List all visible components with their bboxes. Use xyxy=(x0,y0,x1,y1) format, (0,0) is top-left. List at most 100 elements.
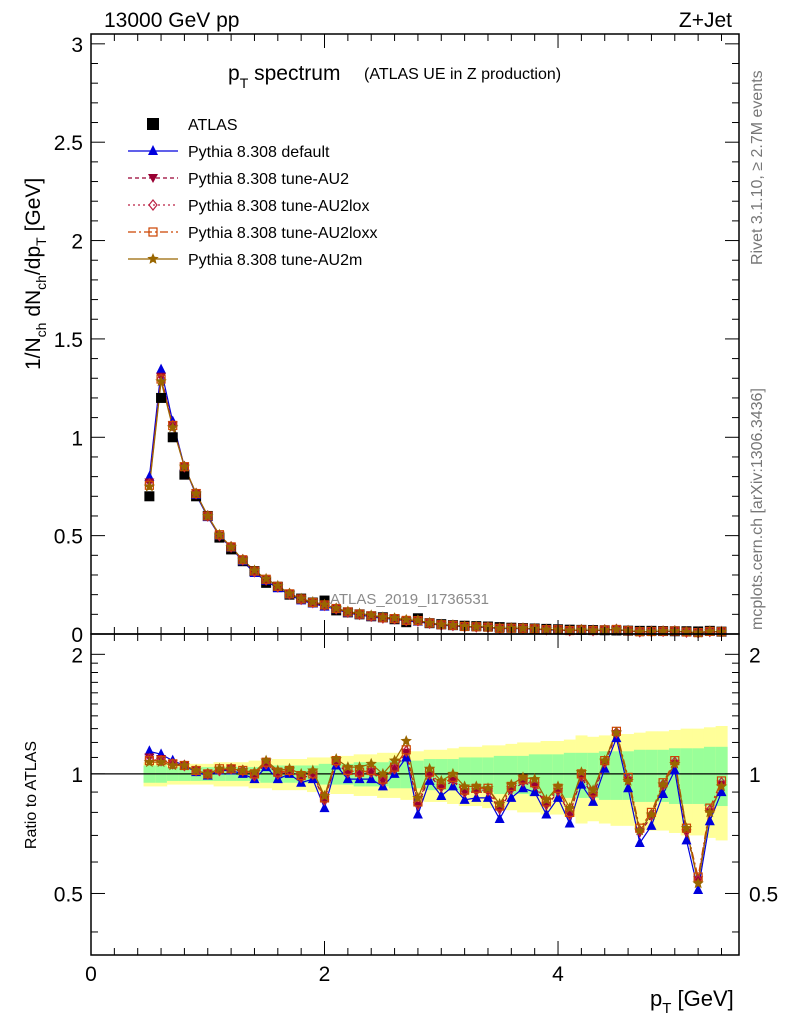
ratio-point-series-1 xyxy=(541,802,552,812)
main-y-tick-label: 3 xyxy=(71,34,83,57)
ratio-point-series-0 xyxy=(681,834,692,845)
ratio-point-series-2 xyxy=(167,757,178,770)
band-inner xyxy=(645,749,658,802)
ratio-frame xyxy=(90,633,740,956)
band-inner xyxy=(563,752,576,798)
main-y-tick-label: 0.5 xyxy=(54,526,83,549)
watermark: ATLAS_2019_I1736531 xyxy=(330,591,489,608)
ratio-point-series-4 xyxy=(190,764,202,776)
band-inner xyxy=(668,748,681,804)
ratio-point-series-2 xyxy=(366,766,376,779)
main-point-series-4 xyxy=(540,623,553,635)
legend-label: Pythia 8.308 tune-AU2 xyxy=(188,171,349,188)
legend-marker xyxy=(148,227,158,237)
ratio-point-series-4 xyxy=(248,766,261,777)
ratio-point-series-4 xyxy=(704,806,716,818)
legend: ATLAS Pythia 8.308 default Pythia 8.308 tu… xyxy=(128,117,377,269)
band-inner xyxy=(493,755,506,794)
main-point-series-0 xyxy=(144,471,155,482)
data-point xyxy=(179,469,190,480)
main-point-series-4 xyxy=(458,620,471,632)
ratio-point-series-0 xyxy=(564,817,575,828)
title-rest: spectrum xyxy=(248,62,340,85)
main-point-series-4 xyxy=(342,605,354,617)
main-y-tick-label: 0 xyxy=(71,624,83,647)
ratio-y-tick-label-left: 1 xyxy=(71,764,83,787)
ratio-point-series-4 xyxy=(540,793,553,805)
ratio-point-series-2 xyxy=(564,808,575,821)
ratio-point-series-4 xyxy=(307,764,319,776)
ratio-point-series-0 xyxy=(576,778,587,789)
legend-label: Pythia 8.308 tune-AU2lox xyxy=(188,198,369,215)
main-point-series-4 xyxy=(330,602,342,614)
ratio-y-tick-label-left: 2 xyxy=(71,644,83,667)
main-point-series-4 xyxy=(318,598,331,610)
ratio-point-series-4 xyxy=(669,757,681,769)
ratio-point-series-2 xyxy=(378,774,388,787)
ratio-point-series-2 xyxy=(156,754,166,767)
data-point xyxy=(167,432,178,443)
band-inner xyxy=(680,748,693,804)
ratio-point-series-4 xyxy=(330,753,342,764)
ratio-point-series-4 xyxy=(599,754,611,766)
chart-title-note: (ATLAS UE in Z production) xyxy=(364,66,561,83)
ratio-point-series-4 xyxy=(575,766,588,777)
mcplots-label: mcplots.cern.ch [arXiv:1306.3436] xyxy=(749,388,766,630)
ratio-point-series-0 xyxy=(716,786,727,797)
ratio-y-tick-label-left: 0.5 xyxy=(54,883,83,906)
band-inner xyxy=(552,754,565,796)
ratio-point-series-4 xyxy=(447,767,459,779)
ratio-point-series-4 xyxy=(318,789,331,801)
ratio-point-series-2 xyxy=(354,767,365,780)
ratio-point-series-2 xyxy=(705,804,715,817)
data-point xyxy=(144,491,155,502)
ratio-point-series-4 xyxy=(482,782,494,794)
ratio-point-series-4 xyxy=(610,726,623,738)
ratio-point-series-0 xyxy=(646,819,657,830)
band-inner xyxy=(458,757,471,793)
band-inner xyxy=(657,749,670,802)
main-point-series-0 xyxy=(156,363,167,374)
band-inner xyxy=(435,759,448,791)
ratio-point-series-2 xyxy=(413,798,423,810)
main-point-series-4 xyxy=(493,622,506,634)
ratio-point-series-4 xyxy=(529,773,541,784)
main-point-series-4 xyxy=(143,480,156,492)
main-y-tick-label: 2.5 xyxy=(54,132,83,155)
ratio-point-series-4 xyxy=(680,822,693,833)
ratio-point-series-4 xyxy=(657,778,669,790)
main-point-series-4 xyxy=(447,619,459,630)
ratio-point-series-4 xyxy=(353,761,366,772)
main-point-series-4 xyxy=(248,564,261,576)
ratio-point-series-1 xyxy=(412,802,423,812)
main-point-series-4 xyxy=(388,612,401,623)
ratio-point-series-2 xyxy=(623,773,633,786)
legend-label: Pythia 8.308 tune-AU2loxx xyxy=(188,225,377,242)
ratio-point-series-4 xyxy=(260,754,272,766)
ratio-point-series-0 xyxy=(658,787,669,798)
main-point-series-4 xyxy=(564,624,576,636)
ratio-plot-area xyxy=(91,725,739,895)
main-point-series-4 xyxy=(295,592,307,604)
ratio-point-series-4 xyxy=(167,759,179,771)
band-inner xyxy=(703,746,716,807)
title-sub: T xyxy=(240,75,249,91)
ratio-point-series-4 xyxy=(715,780,728,792)
ratio-y-label: Ratio to ATLAS xyxy=(23,741,40,849)
legend-label: ATLAS xyxy=(188,117,238,134)
main-point-series-2 xyxy=(167,419,178,432)
main-point-series-4 xyxy=(307,595,319,607)
main-point-series-4 xyxy=(365,609,377,621)
legend-marker xyxy=(148,199,158,211)
ratio-point-series-4 xyxy=(517,771,529,783)
main-y-tick-label: 2 xyxy=(71,231,83,254)
main-point-series-4 xyxy=(517,622,529,634)
legend-marker xyxy=(147,253,159,264)
ratio-point-series-4 xyxy=(143,756,156,768)
band-inner xyxy=(587,752,600,798)
main-y-tick-label: 1.5 xyxy=(54,329,83,352)
x-axis-label: pT [GeV] xyxy=(650,986,734,1017)
main-panel: 0 0.5 1 1.5 2 2.5 3 ATLAS_2019_I1736531 pT spe… xyxy=(22,33,740,647)
